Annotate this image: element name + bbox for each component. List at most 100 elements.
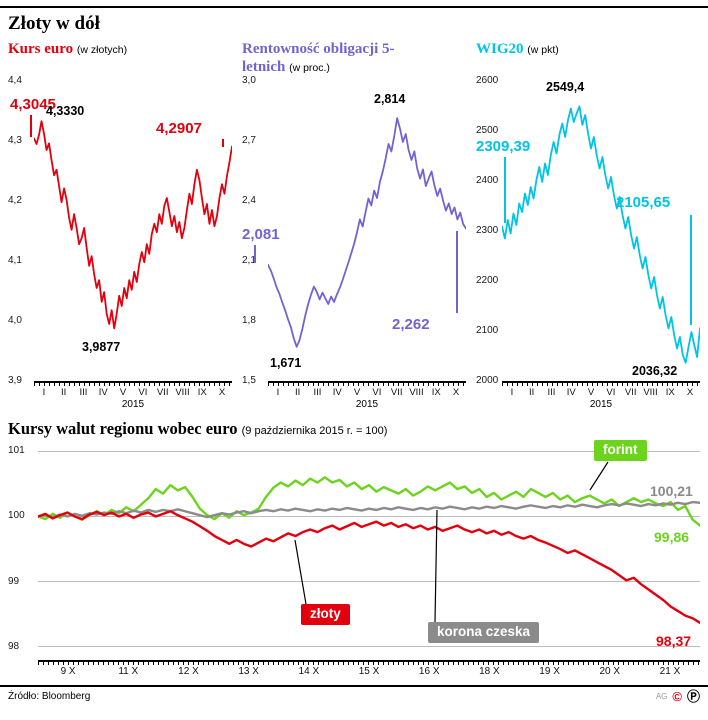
x-tick-label: III [313,387,322,398]
x-tick-label: V [353,387,361,398]
x-tick-label: VIII [409,387,424,398]
plot-area-fx [38,446,700,660]
x-tick-label: VI [372,387,382,398]
x-tick-label: 16 X [418,666,440,677]
year-label-bonds: 2015 [355,399,379,410]
x-tick-label: II [529,387,535,398]
axis-ruler-fx [38,660,700,665]
mini-charts-row: Kurs euro (w złotych) 4,4 4,3 4,2 4,1 4,0 3,9… [8,41,700,410]
y-axis-wig20: 2600 2500 2400 2300 2200 2100 2000 [476,76,502,386]
x-tick-label: 14 X [298,666,320,677]
plot-area-euro [34,81,232,381]
y-tick-label: 3,9 [8,375,22,386]
page-title: Złoty w dół [8,13,100,34]
chart-subtitle-euro: (w złotych) [76,44,128,56]
chart-plot-bonds: 3,0 2,7 2,4 2,1 1,8 1,5 2,081 2,814 1,671 2,262 [242,76,466,386]
x-tick-label: II [61,387,67,398]
x-tick-label: IV [98,387,108,398]
x-tick-label: I [510,387,514,398]
x-tick-label: II [295,387,301,398]
x-tick-label: 15 X [358,666,380,677]
y-tick-label: 100 [8,510,25,522]
x-tick-label: VII [390,387,403,398]
fx-title-text: Kursy walut regionu wobec euro [8,419,238,438]
x-tick-label: X [218,387,226,398]
x-tick-labels-wig20: I II III IV V VI VII VIII IX X [502,387,700,398]
source-label: Źródło: Bloomberg [8,691,91,702]
y-tick-label: 4,4 [8,75,22,86]
chart-section-euro: Kurs euro (w złotych) 4,4 4,3 4,2 4,1 4,0 3,9… [8,41,232,410]
x-tick-label: IX [431,387,441,398]
chart-title-wig20: WIG20 (w pkt) [476,41,700,79]
x-tick-label: IX [665,387,675,398]
y-tick-label: 101 [8,445,25,457]
axis-ruler-euro [34,381,232,386]
y-tick-label: 2400 [476,175,499,186]
footer: Źródło: Bloomberg AG © Ⓟ [0,685,708,703]
chart-section-fx: 101 100 99 98 forint złoty korona czeska 100,2… [8,440,700,677]
x-tick-label: III [79,387,88,398]
chart-section-wig20: WIG20 (w pkt) 2600 2500 2400 2300 2200 2100 20… [476,41,700,410]
x-tick-label: 19 X [539,666,560,677]
x-axis-wig20: I II III IV V VI VII VIII IX X [502,381,700,398]
x-tick-labels-bonds: I II III IV V VI VII VIII IX X [268,387,466,398]
y-axis-bonds: 3,0 2,7 2,4 2,1 1,8 1,5 [242,76,268,386]
y-tick-label: 2,4 [242,195,256,206]
chart-canvas-wig20 [502,81,700,381]
chart-title-bonds: Rentowność obligacji 5-letnich (w proc.) [242,41,424,79]
x-tick-label: 12 X [178,666,199,677]
y-tick-label: 2000 [476,375,499,386]
copyright-icon: © [672,689,682,704]
x-axis-euro: I II III IV V VI VII VIII IX X [34,381,232,398]
chart-subtitle-wig20: (w pkt) [527,44,559,56]
x-tick-label: I [276,387,280,398]
x-tick-label: IX [197,387,207,398]
y-tick-label: 4,2 [8,195,22,206]
chart-canvas-bonds [268,81,466,381]
x-tick-label: VII [624,387,637,398]
y-tick-label: 2500 [476,125,499,136]
y-tick-label: 4,1 [8,255,22,266]
x-tick-labels-fx: 9 X 11 X 12 X 13 X 14 X 15 X 16 X 18 X 19 X 20 X 2… [38,666,700,677]
x-tick-label: 9 X [60,666,76,677]
fx-subtitle-text: (9 października 2015 r. = 100) [241,425,388,437]
x-axis-bonds: I II III IV V VI VII VIII IX X [268,381,466,398]
year-label-euro: 2015 [121,399,145,410]
y-tick-label: 2200 [476,275,499,286]
x-tick-label: 13 X [238,666,259,677]
x-tick-label: 21 X [659,666,681,677]
x-tick-label: 11 X [118,666,139,677]
x-tick-label: 18 X [479,666,500,677]
x-tick-labels-euro: I II III IV V VI VII VIII IX X [34,387,232,398]
x-tick-label: IV [566,387,576,398]
x-tick-label: VIII [643,387,658,398]
y-tick-label: 2300 [476,225,499,236]
x-tick-label: IV [332,387,342,398]
phonogram-icon: Ⓟ [686,689,700,704]
y-tick-label: 99 [8,575,20,587]
x-tick-label: VIII [175,387,190,398]
agency-credit: AG [655,692,668,701]
chart-title-text-wig20: WIG20 [476,41,524,57]
y-axis-euro: 4,4 4,3 4,2 4,1 4,0 3,9 [8,76,34,386]
y-tick-label: 3,0 [242,75,256,86]
plot-area-wig20 [502,81,700,381]
x-tick-label: X [686,387,694,398]
axis-ruler-wig20 [502,381,700,386]
x-tick-label: V [119,387,127,398]
x-tick-label: III [547,387,556,398]
x-tick-label: VII [156,387,169,398]
chart-plot-euro: 4,4 4,3 4,2 4,1 4,0 3,9 4,3045 4,3330 4,2907 3,9… [8,76,232,386]
y-tick-label: 98 [8,640,20,652]
chart-plot-wig20: 2600 2500 2400 2300 2200 2100 2000 2309,39 2549… [476,76,700,386]
y-tick-label: 2,1 [242,255,256,266]
y-tick-label: 1,5 [242,375,256,386]
y-tick-label: 2,7 [242,135,256,146]
x-axis-fx: 9 X 11 X 12 X 13 X 14 X 15 X 16 X 18 X 19 X 20 X 2… [38,660,700,677]
x-tick-label: VI [606,387,616,398]
year-label-wig20: 2015 [589,399,613,410]
chart-canvas-euro [34,81,232,381]
y-tick-label: 2100 [476,325,499,336]
x-tick-label: X [452,387,460,398]
chart-title-euro: Kurs euro (w złotych) [8,41,232,79]
